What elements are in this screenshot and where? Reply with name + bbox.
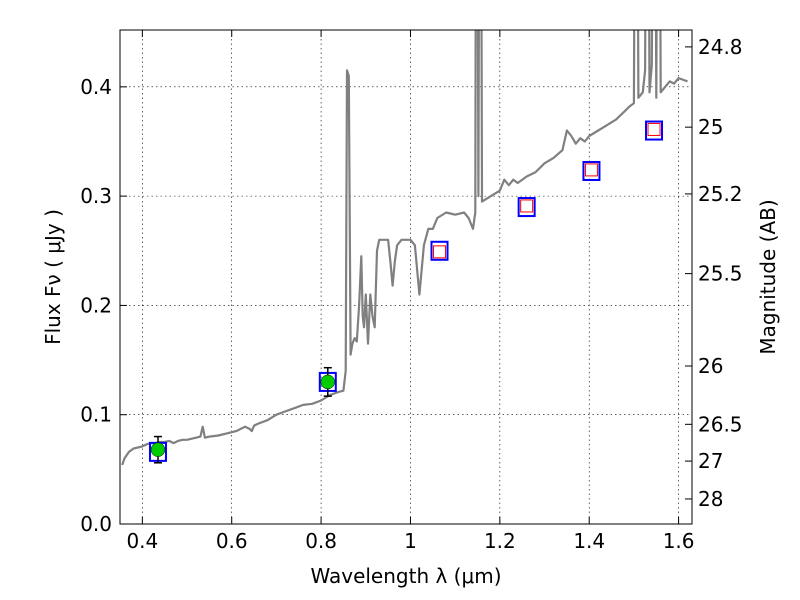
y-tick-label: 0.2 [80, 293, 112, 317]
axis-ticks: 0.4 0.6 0.8 1 1.2 1.4 1.6 0.0 0.1 0.2 0.3 0.4 24.8 25… [80, 30, 743, 553]
limit-point [647, 122, 661, 136]
y-axis-title: Flux Fν ( μJy ) [41, 209, 65, 345]
y2-tick-label: 25.2 [698, 182, 743, 206]
observed-point [320, 374, 336, 390]
plot-area [121, 30, 688, 466]
plot-frame [119, 29, 693, 525]
x-tick-label: 1.4 [573, 529, 605, 553]
marker-layer [148, 120, 664, 464]
y-tick-label: 0.0 [80, 512, 112, 536]
x-tick-label: 1.2 [484, 529, 516, 553]
x-tick-label: 1 [404, 529, 417, 553]
y-tick-label: 0.4 [80, 75, 112, 99]
limit-point [433, 245, 447, 259]
model-point [645, 120, 664, 141]
limit-point [584, 163, 598, 177]
x-tick-label: 0.4 [126, 529, 158, 553]
y2-tick-label: 24.8 [698, 35, 743, 59]
x-axis-title: Wavelength λ (μm) [310, 564, 501, 588]
sed-line [121, 30, 688, 466]
y2-axis-title: Magnitude (AB) [756, 199, 780, 354]
x-tick-label: 1.6 [663, 529, 695, 553]
y2-tick-label: 25 [698, 115, 723, 139]
model-point [517, 197, 536, 218]
y2-tick-label: 25.5 [698, 262, 743, 286]
model-point [430, 240, 449, 261]
model-point [582, 160, 601, 181]
y2-tick-label: 26 [698, 354, 723, 378]
y-tick-label: 0.3 [80, 184, 112, 208]
observed-point [150, 442, 166, 457]
limit-point [520, 199, 534, 213]
x-tick-label: 0.6 [216, 529, 248, 553]
x-tick-label: 0.8 [305, 529, 337, 553]
y2-tick-label: 27 [698, 449, 723, 473]
y2-tick-label: 28 [698, 487, 723, 511]
y2-tick-label: 26.5 [698, 412, 743, 436]
y-tick-label: 0.1 [80, 403, 112, 427]
